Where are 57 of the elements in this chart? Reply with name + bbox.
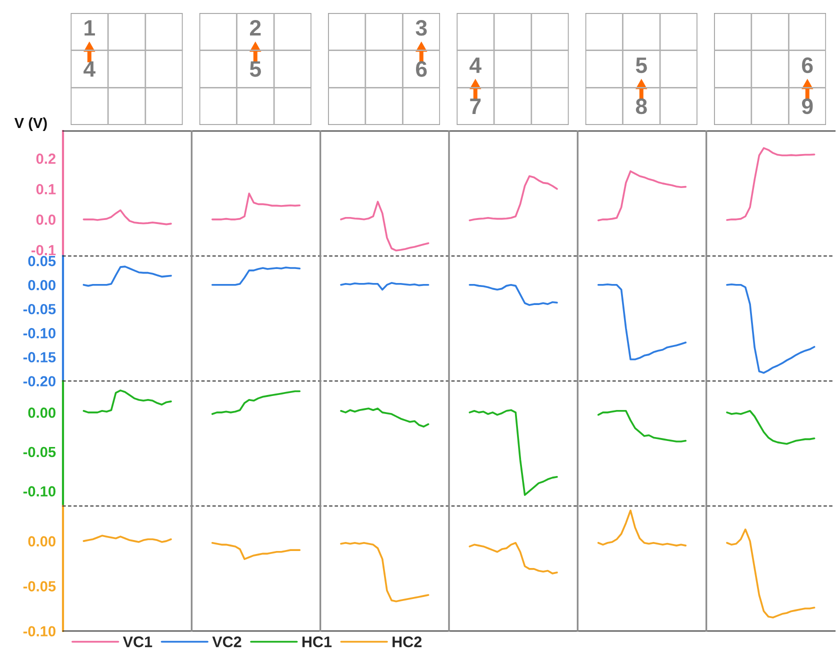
legend-label: HC2 xyxy=(392,636,422,648)
line-series xyxy=(340,408,430,428)
line-series xyxy=(211,192,301,220)
text: 5 xyxy=(636,58,647,74)
line-series xyxy=(468,175,558,222)
y-tick-label: 0.2 xyxy=(36,154,56,164)
text: 4 xyxy=(470,58,482,73)
y-tick-label: -0.10 xyxy=(23,626,56,636)
text: 4 xyxy=(84,61,96,77)
text: 7 xyxy=(470,98,481,114)
line-series xyxy=(82,534,172,543)
text: 9 xyxy=(802,98,813,114)
line-series xyxy=(82,266,172,287)
text: 3 xyxy=(416,20,427,36)
y-tick-label: 0.00 xyxy=(28,408,56,418)
text: 2 xyxy=(250,20,261,36)
y-tick-label: 0.1 xyxy=(36,184,56,194)
y-tick-label: 0.0 xyxy=(36,214,56,225)
line-series xyxy=(211,390,301,415)
y-tick-label: 0.05 xyxy=(28,256,56,266)
line-series xyxy=(340,200,430,252)
y-tick-label: 0.00 xyxy=(28,536,56,546)
y-tick-label: -0.05 xyxy=(23,446,56,458)
y-axis-title: V (V) xyxy=(14,117,47,131)
line-series xyxy=(597,170,687,222)
y-tick-label: -0.05 xyxy=(23,304,56,314)
y-tick-label: -0.10 xyxy=(23,328,56,338)
legend-label: VC1 xyxy=(122,636,152,648)
text: 6 xyxy=(416,61,427,77)
line-series xyxy=(211,266,301,286)
legend-label: VC2 xyxy=(212,636,242,648)
y-tick-label: -0.10 xyxy=(23,486,56,496)
line-series xyxy=(597,510,687,546)
line-series xyxy=(340,542,430,602)
line-series xyxy=(211,542,301,560)
line-series xyxy=(726,528,816,618)
line-series xyxy=(597,283,687,360)
text: 8 xyxy=(636,98,647,114)
y-tick-label: 0.00 xyxy=(28,280,56,290)
y-tick-label: -0.05 xyxy=(23,581,56,592)
line-series xyxy=(726,147,816,221)
line-series xyxy=(82,390,172,414)
text: 5 xyxy=(250,61,261,77)
text: 6 xyxy=(802,57,813,74)
line-series xyxy=(468,284,558,306)
line-series xyxy=(597,410,687,442)
line-series xyxy=(340,282,430,291)
legend-label: HC1 xyxy=(302,636,332,648)
line-series xyxy=(468,409,558,496)
text: 1 xyxy=(84,20,95,36)
line-series xyxy=(468,542,558,574)
line-series xyxy=(82,209,172,226)
y-tick-label: -0.15 xyxy=(23,352,56,362)
line-series xyxy=(726,410,816,445)
line-series xyxy=(726,283,816,374)
y-tick-label: -0.20 xyxy=(23,376,56,386)
y-tick-label: -0.1 xyxy=(32,245,56,256)
